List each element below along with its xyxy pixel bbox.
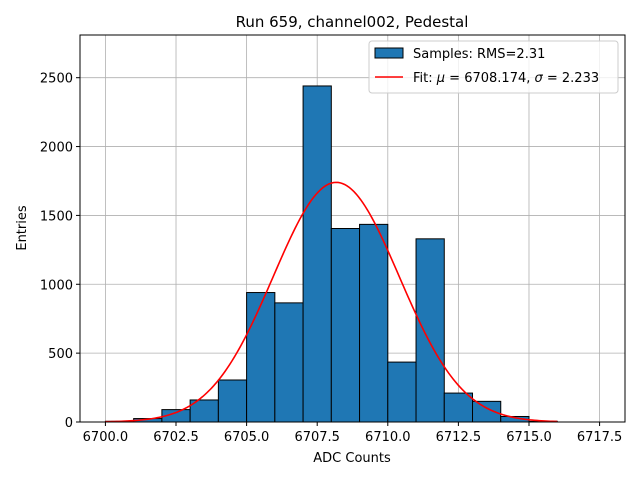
y-tick-label: 2000 [40, 141, 73, 156]
histogram-bar [472, 400, 502, 423]
x-axis-label: ADC Counts [313, 451, 391, 466]
legend-samples-swatch [374, 47, 404, 59]
x-tick-label: 6710.0 [365, 430, 411, 445]
legend-fit-sigma-value: = 2.233 [543, 71, 599, 86]
plot-frame [79, 34, 626, 423]
chart-title: Run 659, channel002, Pedestal [236, 13, 469, 31]
legend: Samples: RMS=2.31 Fit: μ = 6708.174, σ =… [368, 40, 619, 94]
legend-box [368, 40, 619, 94]
histogram-bar [415, 238, 445, 423]
x-tick-label: 6705.0 [224, 430, 270, 445]
legend-fit-mu-symbol: μ [436, 71, 445, 86]
x-tick-label: 6700.0 [83, 430, 129, 445]
x-tick-label: 6702.5 [153, 430, 199, 445]
x-axis-ticks: 6700.0 6702.5 6705.0 6707.5 6710.0 6712.5 6715… [83, 422, 623, 445]
y-tick-label: 1500 [40, 209, 73, 224]
x-tick-label: 6712.5 [436, 430, 482, 445]
legend-samples-label: Samples: RMS=2.31 [413, 47, 545, 62]
legend-fit-mu-value: = 6708.174, [445, 71, 534, 86]
histogram-bar [387, 361, 417, 423]
y-axis-ticks: 0 500 1000 1500 2000 2500 [40, 72, 80, 431]
legend-fit-sigma-symbol: σ [535, 71, 544, 86]
x-tick-label: 6707.5 [294, 430, 340, 445]
fit-curve [105, 181, 558, 423]
histogram-bar [359, 223, 389, 423]
y-tick-label: 1000 [40, 278, 73, 293]
y-tick-label: 2500 [40, 72, 73, 87]
y-tick-label: 0 [65, 416, 73, 431]
y-tick-label: 500 [48, 347, 73, 362]
histogram-bar [330, 228, 361, 423]
legend-fit-prefix: Fit: [413, 71, 437, 86]
histogram-bar [443, 392, 474, 423]
legend-fit-label: Fit: μ = 6708.174, σ = 2.233 [413, 71, 599, 86]
histogram-bar [246, 292, 276, 423]
histogram-bar [274, 302, 304, 423]
x-tick-label: 6717.5 [577, 430, 623, 445]
histogram-bars [104, 85, 558, 423]
histogram-bar [217, 379, 248, 423]
y-axis-label: Entries [15, 205, 30, 251]
histogram-bar [302, 85, 332, 423]
x-tick-label: 6715.0 [506, 430, 552, 445]
